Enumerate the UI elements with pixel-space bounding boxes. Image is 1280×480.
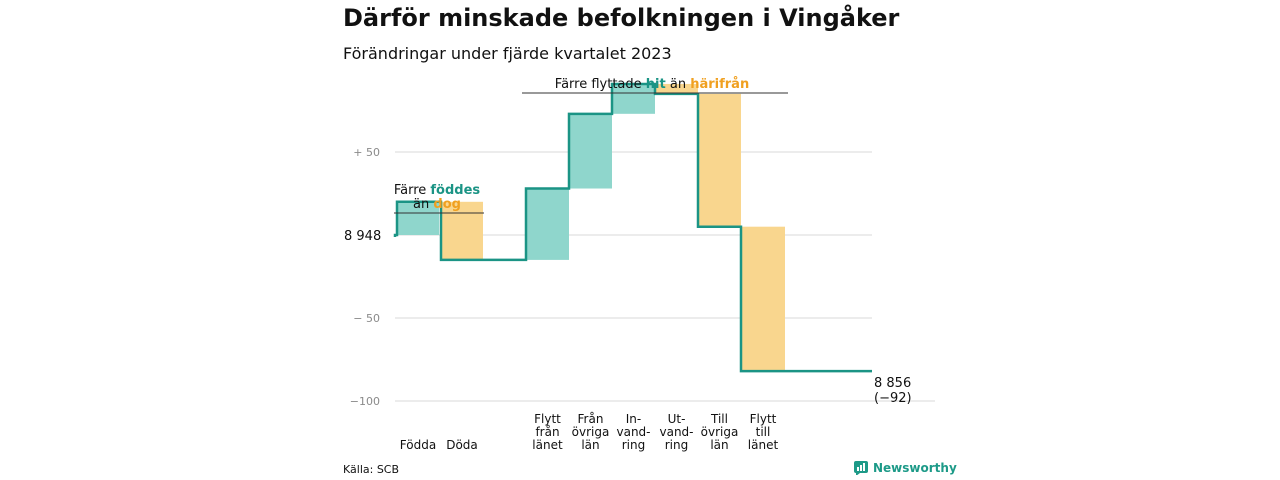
annotations: Färre föddes än dog Färre flyttade hit ä…	[394, 77, 788, 214]
bar-4	[612, 83, 655, 114]
category-labels: Födda Döda Flytt från länet Från övriga länIn-v…	[400, 412, 779, 452]
bar-2	[526, 188, 569, 260]
newsworthy-logo-icon	[854, 461, 868, 475]
ytick-label-0: + 50	[353, 146, 380, 159]
waterfall-chart: + 50 − 50 −100 Födda Döda Flytt från länet Från…	[344, 77, 935, 452]
brand-logo: Newsworthy	[854, 461, 957, 475]
moves-annotation: Färre flyttade hit än härifrån	[555, 77, 749, 92]
chart-subtitle: Förändringar under fjärde kvartalet 2023	[343, 44, 672, 63]
bar-0	[397, 201, 439, 235]
bar-3	[569, 113, 612, 189]
category-label-2: Flytt från länet	[532, 412, 563, 452]
bar-6	[698, 93, 741, 227]
category-label-6: Till övriga län	[701, 412, 739, 452]
ytick-label-1: − 50	[353, 312, 380, 325]
category-label-7: Flytt till länet	[748, 412, 779, 452]
category-label-0: Födda	[400, 438, 436, 452]
bar-7	[741, 226, 785, 372]
brand-name: Newsworthy	[873, 461, 957, 475]
ytick-label-2: −100	[350, 395, 380, 408]
start-value-label: 8 948	[344, 229, 381, 244]
bar-5	[655, 83, 698, 94]
births-annotation-line2: än dog	[413, 197, 461, 212]
running-total-path	[393, 82, 872, 373]
chart-title: Därför minskade befolkningen i Vingåker	[343, 4, 900, 32]
category-label-1: Döda	[446, 438, 478, 452]
bar-1	[441, 201, 483, 260]
category-label-3: Från övriga län	[572, 412, 610, 452]
running-total-line	[393, 82, 872, 373]
births-annotation-line1: Färre föddes	[394, 183, 481, 198]
source-note: Källa: SCB	[343, 463, 400, 476]
category-label-5: Ut-vand-ring	[659, 412, 693, 452]
bars	[397, 83, 785, 372]
end-value-label: 8 856	[874, 376, 911, 391]
end-change-label: (−92)	[874, 391, 912, 406]
category-label-4: In-vand-ring	[616, 412, 650, 452]
